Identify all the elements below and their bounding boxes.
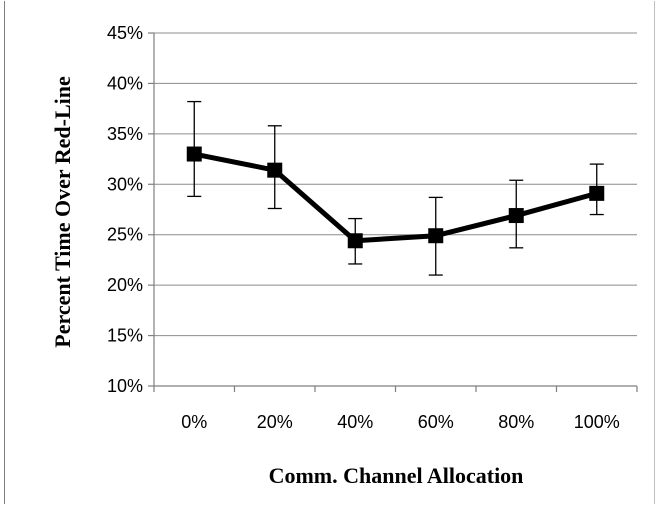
data-point-marker [186, 146, 202, 162]
x-tick-label: 60% [418, 412, 454, 432]
y-tick-label: 35% [107, 124, 143, 144]
y-tick-label: 10% [107, 376, 143, 396]
axes [148, 32, 638, 392]
x-axis-title: Comm. Channel Allocation [269, 463, 524, 488]
series-line [193, 151, 598, 244]
y-tick-label: 40% [107, 73, 143, 93]
y-tick-label: 15% [107, 326, 143, 346]
x-tick-label: 100% [574, 412, 620, 432]
y-tick-labels: 10% 15% 20% 25% 30% 35% 40% 45% [107, 23, 143, 396]
y-tick-label: 20% [107, 275, 143, 295]
x-tick-label: 80% [498, 412, 534, 432]
y-tick-label: 45% [107, 23, 143, 43]
y-axis-title: Percent Time Over Red-Line [50, 76, 75, 348]
x-tick-labels: 0% 20% 40% 60% 80% 100% [181, 412, 620, 432]
error-bars [187, 100, 604, 276]
gridlines [154, 32, 637, 337]
data-point-marker [347, 233, 363, 249]
y-tick-label: 25% [107, 225, 143, 245]
x-tick-label: 40% [337, 412, 373, 432]
series-line [193, 151, 598, 244]
y-tick-label: 30% [107, 174, 143, 194]
data-point-marker [267, 162, 283, 178]
data-point-marker [589, 185, 605, 201]
data-point-marker [428, 228, 444, 244]
chart-frame [4, 1, 655, 504]
data-markers [186, 146, 605, 249]
x-tick-label: 0% [181, 412, 207, 432]
data-point-marker [508, 208, 524, 224]
x-tick-label: 20% [257, 412, 293, 432]
